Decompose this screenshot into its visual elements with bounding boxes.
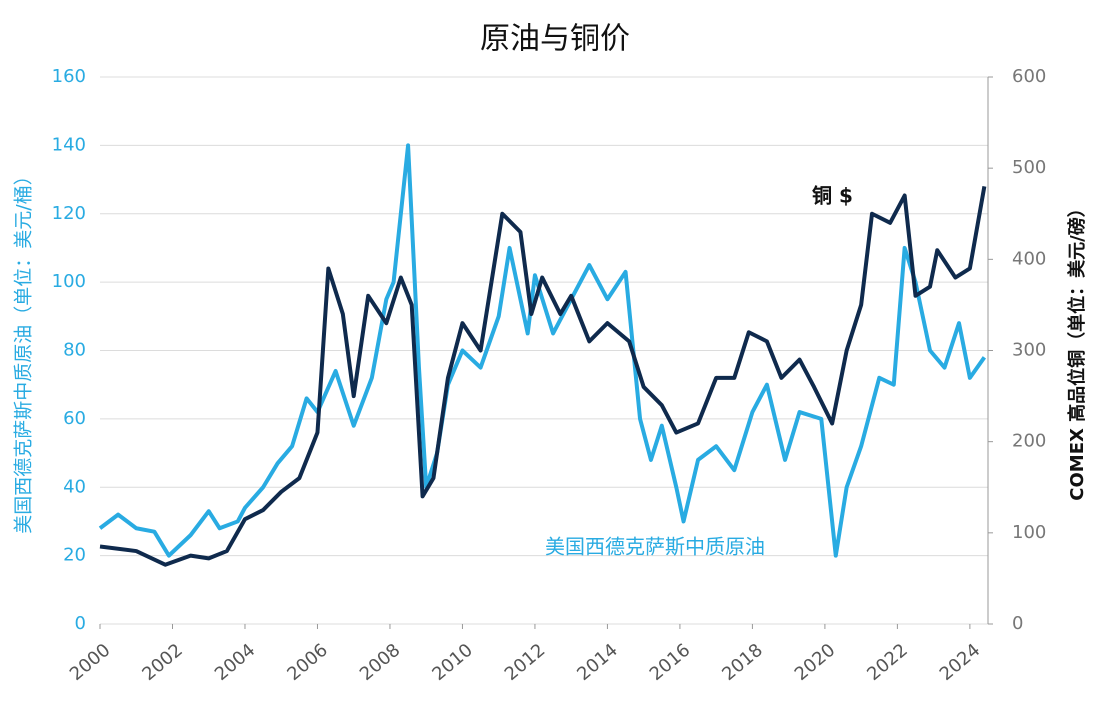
x-tick-label: 2022	[863, 640, 912, 686]
y-tick-label: 160	[52, 66, 86, 87]
series-label: 铜 $	[812, 184, 853, 208]
x-tick-label: 2014	[573, 640, 622, 686]
series-label: 美国西德克萨斯中质原油	[545, 535, 765, 559]
x-tick-label: 2004	[211, 640, 260, 686]
y-tick-label: 80	[63, 340, 86, 361]
y-tick-label: 120	[52, 203, 86, 224]
x-tick-label: 2024	[936, 640, 985, 686]
series-line	[98, 143, 987, 558]
chart-title: 原油与铜价	[480, 22, 630, 57]
y2-axis-label: COMEX 高品位铜（单位：美元/磅）	[1066, 199, 1088, 500]
y2-tick-label: 400	[1012, 248, 1046, 269]
y-tick-label: 20	[63, 545, 86, 566]
x-tick-label: 2010	[428, 640, 477, 686]
y2-tick-label: 0	[1012, 613, 1023, 634]
x-tick-label: 2000	[66, 640, 115, 686]
y2-tick-label: 300	[1012, 340, 1046, 361]
y2-tick-label: 500	[1012, 157, 1046, 178]
y-tick-label: 0	[75, 613, 86, 634]
y2-tick-label: 200	[1012, 431, 1046, 452]
y2-tick-label: 600	[1012, 66, 1046, 87]
x-tick-label: 2012	[501, 640, 550, 686]
series-line	[99, 186, 987, 567]
x-tick-label: 2006	[283, 640, 332, 686]
y2-tick-label: 100	[1012, 522, 1046, 543]
x-tick-label: 2008	[356, 640, 405, 686]
x-tick-label: 2002	[138, 640, 187, 686]
x-tick-label: 2020	[791, 640, 840, 686]
y-tick-label: 100	[52, 271, 86, 292]
y-tick-label: 60	[63, 408, 86, 429]
x-tick-label: 2016	[646, 640, 695, 686]
y-tick-label: 140	[52, 134, 86, 155]
y-axis-label: 美国西德克萨斯中质原油（单位：美元/桶）	[13, 166, 35, 533]
x-tick-label: 2018	[718, 640, 767, 686]
y-tick-label: 40	[63, 476, 86, 497]
